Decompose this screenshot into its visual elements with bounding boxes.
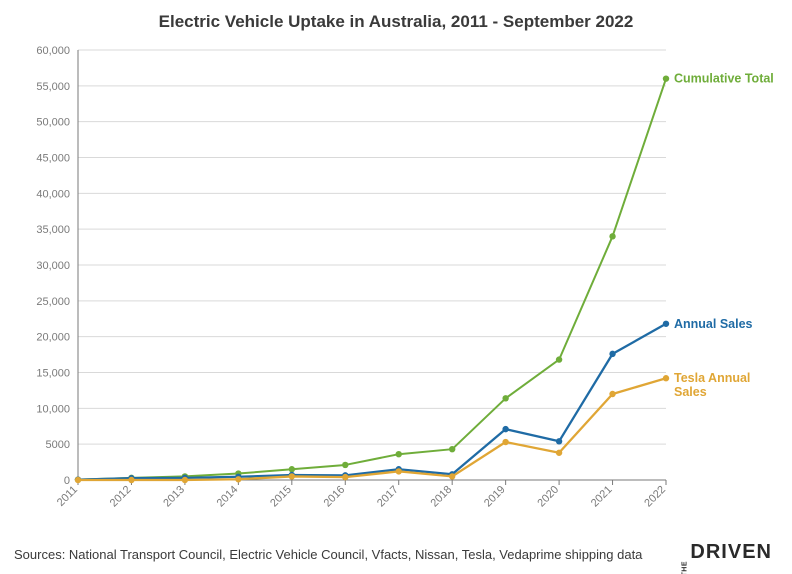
series-label: Sales (674, 385, 707, 399)
svg-text:2021: 2021 (589, 484, 615, 510)
svg-text:45,000: 45,000 (36, 153, 70, 165)
svg-text:2014: 2014 (215, 484, 241, 510)
series-label: Tesla Annual (674, 371, 750, 385)
svg-text:2015: 2015 (268, 484, 294, 510)
series-label: Annual Sales (674, 317, 753, 331)
chart-container: Electric Vehicle Uptake in Australia, 20… (0, 0, 792, 574)
svg-text:2018: 2018 (429, 484, 455, 510)
svg-text:30,000: 30,000 (36, 260, 70, 272)
svg-text:35,000: 35,000 (36, 224, 70, 236)
svg-text:40,000: 40,000 (36, 188, 70, 200)
line-chart: 0500010,00015,00020,00025,00030,00035,00… (0, 0, 792, 574)
svg-text:2016: 2016 (322, 484, 348, 510)
svg-text:2012: 2012 (108, 484, 134, 510)
svg-text:15,000: 15,000 (36, 368, 70, 380)
svg-text:10,000: 10,000 (36, 403, 70, 415)
sources-text: Sources: National Transport Council, Ele… (14, 547, 642, 562)
svg-text:2022: 2022 (642, 484, 668, 510)
svg-text:2011: 2011 (55, 484, 80, 509)
svg-text:5000: 5000 (46, 439, 70, 451)
brand-main: DRIVEN (690, 541, 772, 563)
svg-text:2020: 2020 (535, 484, 561, 510)
series-label: Cumulative Total (674, 72, 774, 86)
svg-text:25,000: 25,000 (36, 296, 70, 308)
svg-text:20,000: 20,000 (36, 332, 70, 344)
brand-the: THE (681, 561, 688, 574)
svg-text:2017: 2017 (375, 484, 401, 510)
svg-text:60,000: 60,000 (36, 45, 70, 57)
brand-logo: THEDRIVEN (677, 541, 772, 564)
svg-text:2019: 2019 (482, 484, 508, 510)
svg-text:2013: 2013 (161, 484, 187, 510)
svg-text:55,000: 55,000 (36, 81, 70, 93)
svg-text:50,000: 50,000 (36, 117, 70, 129)
